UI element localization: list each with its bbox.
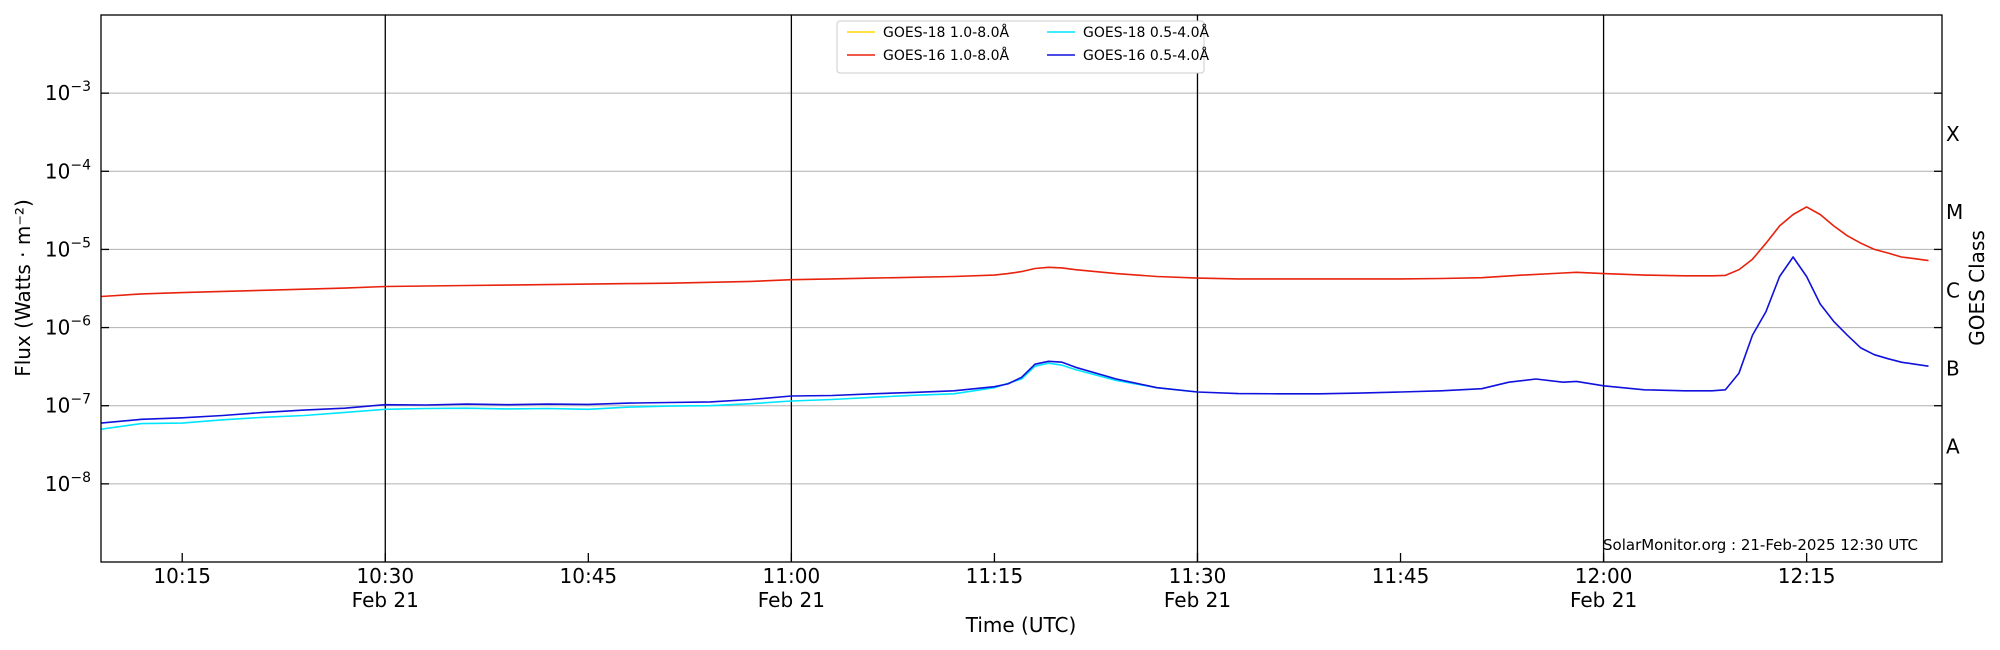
- x-tick-label: 10:45: [560, 564, 618, 588]
- x-tick-label: 11:45: [1372, 564, 1430, 588]
- x-tick-date: Feb 21: [352, 588, 419, 612]
- goes-class-label-b: B: [1946, 356, 1960, 380]
- x-tick-label: 11:00: [763, 564, 821, 588]
- goes-class-label-a: A: [1946, 435, 1960, 459]
- legend: GOES-18 1.0-8.0Å GOES-18 0.5-4.0Å GOES-16 …: [836, 20, 1209, 74]
- y-tick-label: 10−3: [45, 79, 91, 105]
- y-tick-label: 10−5: [45, 235, 91, 261]
- goes-class-label-c: C: [1946, 278, 1960, 302]
- series-line-1: [100, 362, 1198, 430]
- x-tick-label: 11:30: [1169, 564, 1227, 588]
- y-tick-label: 10−8: [45, 470, 91, 496]
- legend-label: GOES-18 1.0-8.0Å: [883, 24, 1009, 41]
- y-ticks: 10−8 10−7 10−6 10−5 10−4 10−3: [45, 79, 1942, 496]
- legend-label: GOES-16 0.5-4.0Å: [1083, 47, 1209, 64]
- series-line-2: [100, 206, 1929, 298]
- goes-class-label-m: M: [1946, 200, 1963, 224]
- y-tick-label: 10−7: [45, 392, 91, 418]
- series-layer: [100, 206, 1929, 430]
- x-axis-title: Time (UTC): [965, 613, 1077, 637]
- legend-label: GOES-16 1.0-8.0Å: [883, 47, 1009, 64]
- plot-frame: [100, 14, 1943, 563]
- x-tick-label: 10:15: [153, 564, 211, 588]
- y-tick-label: 10−6: [45, 314, 91, 340]
- x-tick-label: 12:00: [1575, 564, 1633, 588]
- goes-class-label-x: X: [1946, 122, 1960, 146]
- x-tick-date: Feb 21: [758, 588, 825, 612]
- right-axis-title: GOES Class: [1965, 230, 1989, 346]
- legend-label: GOES-18 0.5-4.0Å: [1083, 24, 1209, 41]
- series-line-3: [100, 256, 1929, 424]
- y-axis-title: Flux (Watts · m⁻²): [11, 199, 35, 377]
- x-tick-label: 10:30: [356, 564, 414, 588]
- legend-box: [836, 20, 1205, 74]
- y-tick-label: 10−4: [45, 157, 91, 183]
- credit-annotation: SolarMonitor.org : 21-Feb-2025 12:30 UTC: [1603, 536, 1918, 554]
- x-tick-label: 11:15: [966, 564, 1024, 588]
- x-tick-date: Feb 21: [1164, 588, 1231, 612]
- goes-class-labels: X M C B A: [1946, 122, 1963, 459]
- x-tick-label: 12:15: [1778, 564, 1836, 588]
- x-tick-date: Feb 21: [1570, 588, 1637, 612]
- grid-layer: [101, 15, 1942, 562]
